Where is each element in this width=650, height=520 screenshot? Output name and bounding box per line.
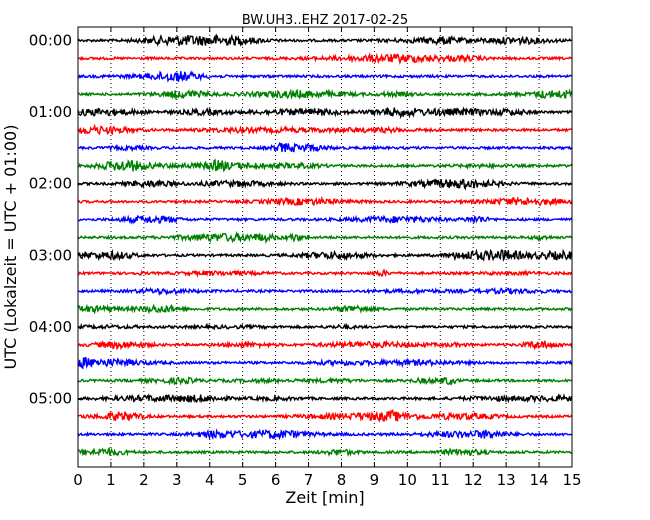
plot-frame (77, 26, 573, 468)
trace-0200 (77, 178, 573, 191)
x-tick-label: 8 (337, 471, 347, 489)
trace-0015 (78, 52, 573, 65)
y-tick-label: 03:00 (29, 246, 72, 264)
trace-0300 (77, 248, 573, 262)
x-tick-label: 5 (238, 471, 248, 489)
x-tick-label: 12 (464, 471, 483, 489)
x-tick-label: 0 (73, 471, 83, 489)
y-tick-label: 04:00 (29, 318, 72, 336)
trace-group (77, 33, 573, 458)
trace-0430 (77, 357, 573, 370)
trace-0130 (77, 141, 573, 153)
x-tick-label: 2 (139, 471, 149, 489)
y-axis-label: UTC (Lokalzeit = UTC + 01:00) (1, 125, 20, 370)
trace-0330 (77, 286, 573, 297)
minute-grid (110, 27, 540, 467)
trace-0545 (77, 446, 573, 458)
x-tick-label: 9 (370, 471, 380, 489)
x-tick-label: 10 (398, 471, 417, 489)
trace-0530 (77, 428, 573, 441)
x-axis-ticks: 0 1 2 3 4 5 6 7 8 9 10 11 12 13 14 15 (73, 27, 582, 489)
x-tick-label: 6 (271, 471, 281, 489)
x-tick-label: 7 (304, 471, 314, 489)
chart-title: BW.UH3..EHZ 2017-02-25 (242, 13, 408, 28)
trace-0230 (77, 214, 573, 225)
y-tick-label: 02:00 (29, 175, 72, 193)
trace-0145 (77, 158, 573, 173)
trace-0245 (77, 230, 573, 244)
trace-0345 (77, 303, 572, 315)
y-tick-label: 05:00 (29, 390, 72, 408)
trace-0315 (77, 268, 573, 278)
trace-0045 (77, 88, 573, 101)
trace-0030 (77, 70, 573, 83)
x-tick-label: 3 (172, 471, 182, 489)
trace-0515 (77, 408, 573, 423)
x-tick-label: 14 (530, 471, 549, 489)
trace-0445 (77, 376, 573, 387)
trace-0215 (77, 195, 573, 207)
x-tick-label: 1 (106, 471, 116, 489)
x-tick-label: 13 (497, 471, 516, 489)
x-tick-label: 11 (431, 471, 450, 489)
x-axis-label: Zeit [min] (285, 488, 364, 507)
trace-0415 (77, 339, 573, 351)
trace-0000 (77, 33, 573, 47)
x-tick-label: 4 (205, 471, 215, 489)
trace-0100 (77, 106, 573, 120)
trace-0500 (77, 392, 573, 404)
trace-0400 (77, 322, 573, 331)
y-tick-label: 00:00 (29, 32, 72, 50)
y-axis-ticks: 00:00 01:00 02:00 03:00 04:00 05:00 (29, 32, 572, 408)
y-tick-label: 01:00 (29, 103, 72, 121)
trace-0115 (77, 123, 573, 136)
x-tick-label: 15 (562, 471, 581, 489)
